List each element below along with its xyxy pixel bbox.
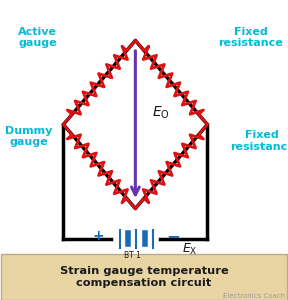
Text: +: + — [92, 229, 104, 243]
Text: Fixed
resistance: Fixed resistance — [230, 130, 288, 152]
Text: Fixed
resistance: Fixed resistance — [218, 27, 283, 48]
FancyBboxPatch shape — [1, 254, 287, 300]
Text: Active
gauge: Active gauge — [18, 27, 57, 48]
Text: Strain gauge temperature
compensation circuit: Strain gauge temperature compensation ci… — [60, 266, 228, 288]
Text: $E_{\rm O}$: $E_{\rm O}$ — [152, 104, 170, 121]
Text: $E_{\rm X}$: $E_{\rm X}$ — [182, 242, 198, 256]
Text: Electronics Coach: Electronics Coach — [223, 293, 285, 299]
Text: Dummy
gauge: Dummy gauge — [5, 126, 52, 147]
Text: −: − — [166, 227, 180, 245]
Text: BT 1: BT 1 — [124, 250, 141, 260]
